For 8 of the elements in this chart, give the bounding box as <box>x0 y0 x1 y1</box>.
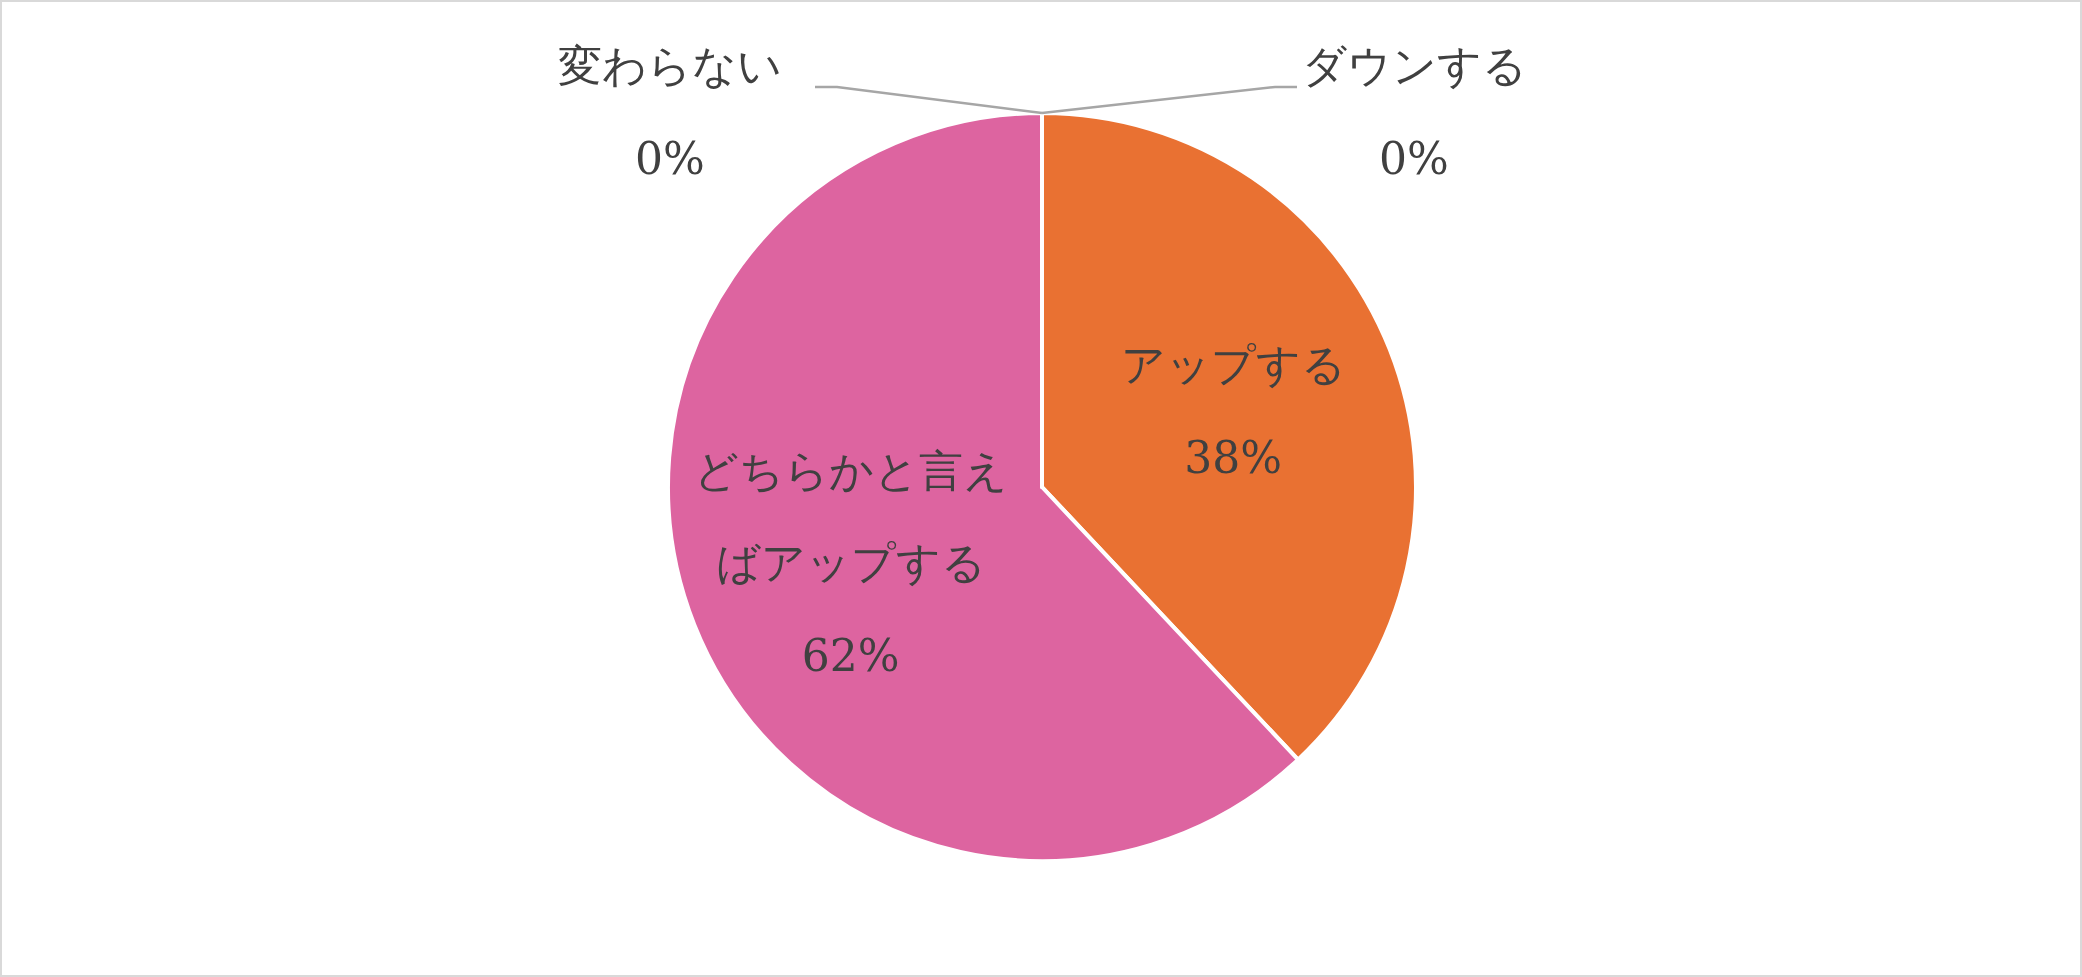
category-label: ダウンする <box>1301 40 1527 92</box>
data-label: 62% <box>801 629 900 681</box>
text: 0% <box>635 132 705 184</box>
text: 0% <box>1379 132 1449 184</box>
slice-label: アップする <box>1120 339 1346 391</box>
category-label: 変わらない <box>558 40 782 92</box>
slice-label: どちらかと言えばアップする <box>693 444 1008 589</box>
data-label: 38% <box>1184 431 1283 483</box>
